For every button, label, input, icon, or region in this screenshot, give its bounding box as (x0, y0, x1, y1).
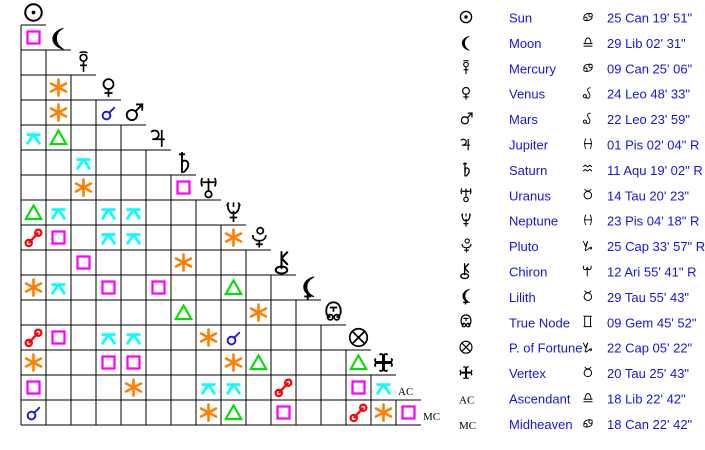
svg-text:P. of Fortune: P. of Fortune (509, 341, 582, 356)
svg-text:Venus: Venus (509, 87, 546, 102)
svg-text:11 Aqu 19' 02" R: 11 Aqu 19' 02" R (607, 163, 703, 178)
svg-text:18 Can 22' 42": 18 Can 22' 42" (607, 417, 693, 432)
svg-text:29 Lib 02' 31": 29 Lib 02' 31" (607, 36, 686, 51)
svg-text:Mars: Mars (509, 112, 538, 127)
svg-text:Midheaven: Midheaven (509, 417, 573, 432)
svg-text:25 Cap 33' 57" R: 25 Cap 33' 57" R (607, 239, 705, 254)
svg-text:True Node: True Node (509, 315, 570, 330)
svg-text:18 Lib 22' 42": 18 Lib 22' 42" (607, 392, 686, 407)
svg-text:09 Can 25' 06": 09 Can 25' 06" (607, 61, 693, 76)
svg-text:Chiron: Chiron (509, 265, 547, 280)
svg-text:01 Pis 02' 04" R: 01 Pis 02' 04" R (607, 138, 699, 153)
svg-text:MC: MC (459, 420, 476, 432)
svg-text:Mercury: Mercury (509, 61, 556, 76)
svg-text:22 Leo 23' 59": 22 Leo 23' 59" (607, 112, 690, 127)
svg-text:AC: AC (459, 395, 474, 407)
svg-text:22 Cap 05' 22": 22 Cap 05' 22" (607, 341, 693, 356)
svg-text:14 Tau 20' 23": 14 Tau 20' 23" (607, 188, 689, 203)
svg-text:Moon: Moon (509, 36, 542, 51)
svg-text:Uranus: Uranus (509, 188, 551, 203)
svg-text:Lilith: Lilith (509, 290, 536, 305)
svg-text:MC: MC (423, 411, 440, 423)
svg-text:Pluto: Pluto (509, 239, 539, 254)
svg-text:Neptune: Neptune (509, 214, 558, 229)
svg-text:23 Pis 04' 18" R: 23 Pis 04' 18" R (607, 214, 699, 229)
svg-text:Sun: Sun (509, 11, 532, 26)
svg-text:Ascendant: Ascendant (509, 392, 571, 407)
svg-text:Jupiter: Jupiter (509, 138, 549, 153)
svg-text:25 Can 19' 51": 25 Can 19' 51" (607, 11, 693, 26)
svg-text:Saturn: Saturn (509, 163, 547, 178)
svg-text:Vertex: Vertex (509, 366, 546, 381)
svg-text:24 Leo 48' 33": 24 Leo 48' 33" (607, 87, 690, 102)
svg-text:29 Tau 55' 43": 29 Tau 55' 43" (607, 290, 689, 305)
svg-text:20 Tau 25' 43": 20 Tau 25' 43" (607, 366, 689, 381)
svg-text:12 Ari 55' 41" R: 12 Ari 55' 41" R (607, 265, 696, 280)
svg-text:AC: AC (398, 386, 413, 398)
svg-text:09 Gem 45' 52": 09 Gem 45' 52" (607, 315, 697, 330)
